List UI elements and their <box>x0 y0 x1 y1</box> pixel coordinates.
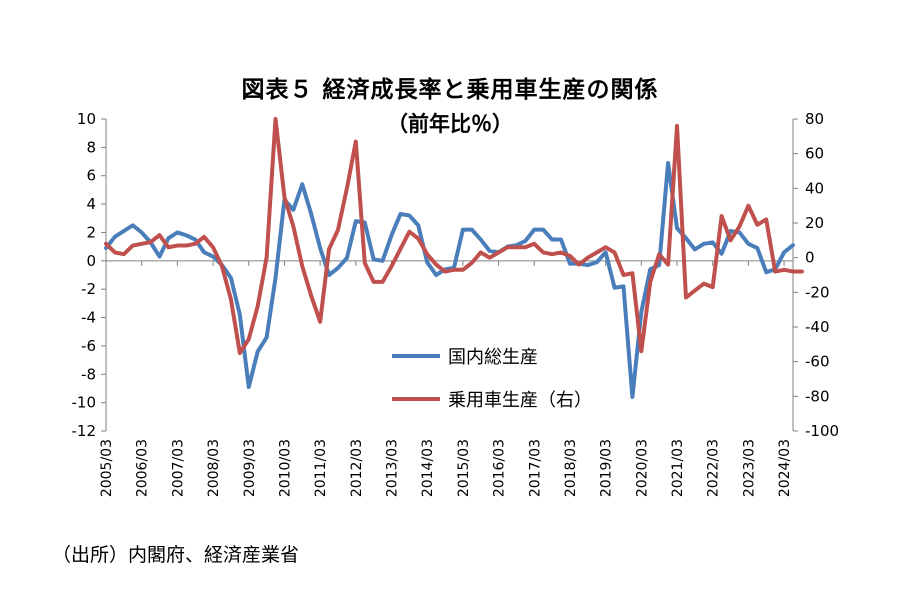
left-tick-label: 2 <box>86 223 96 241</box>
x-tick-label: 2022/03 <box>706 439 722 497</box>
chart-subtitle: （前年比％） <box>387 112 513 136</box>
x-tick-label: 2016/03 <box>492 439 508 497</box>
x-tick-label: 2024/03 <box>777 439 793 497</box>
right-tick-label: 0 <box>805 249 815 267</box>
x-tick-label: 2006/03 <box>135 439 151 497</box>
x-tick-label: 2005/03 <box>99 439 115 497</box>
x-tick-label: 2010/03 <box>277 439 293 497</box>
left-tick-label: 10 <box>77 110 96 128</box>
legend-label-car-production: 乗用車生産（右） <box>448 390 592 411</box>
left-tick-label: -8 <box>81 365 96 383</box>
right-tick-label: 60 <box>805 145 824 163</box>
x-tick-label: 2023/03 <box>741 439 757 497</box>
x-tick-label: 2009/03 <box>242 439 258 497</box>
x-tick-label: 2019/03 <box>599 439 615 497</box>
chart-title: 図表５ 経済成長率と乗用車生産の関係 <box>241 77 659 103</box>
right-tick-label: 40 <box>805 179 824 197</box>
x-tick-label: 2007/03 <box>170 439 186 497</box>
left-tick-label: -12 <box>72 422 97 440</box>
left-tick-label: -4 <box>81 309 96 327</box>
right-tick-label: -60 <box>805 353 830 371</box>
x-tick-label: 2008/03 <box>206 439 222 497</box>
right-tick-label: -20 <box>805 283 830 301</box>
left-tick-label: -6 <box>81 337 96 355</box>
left-tick-label: 0 <box>86 252 96 270</box>
x-tick-label: 2015/03 <box>456 439 472 497</box>
right-tick-label: 20 <box>805 214 824 232</box>
x-tick-label: 2012/03 <box>349 439 365 497</box>
right-tick-label: -100 <box>805 422 839 440</box>
x-tick-label: 2021/03 <box>670 439 686 497</box>
left-tick-label: 8 <box>86 138 96 156</box>
source-note: （出所）内閣府、経済産業省 <box>52 544 300 566</box>
x-tick-label: 2014/03 <box>420 439 436 497</box>
right-tick-label: -40 <box>805 318 830 336</box>
right-tick-label: 80 <box>805 110 824 128</box>
left-tick-label: 4 <box>86 195 96 213</box>
left-tick-label: 6 <box>86 167 96 185</box>
left-tick-label: -10 <box>72 394 97 412</box>
x-tick-label: 2013/03 <box>385 439 401 497</box>
x-tick-label: 2020/03 <box>634 439 650 497</box>
left-tick-label: -2 <box>81 280 96 298</box>
x-tick-label: 2018/03 <box>563 439 579 497</box>
right-tick-label: -80 <box>805 387 830 405</box>
series-line-car-production <box>104 117 804 355</box>
x-tick-label: 2017/03 <box>527 439 543 497</box>
x-tick-label: 2011/03 <box>313 439 329 497</box>
legend-label-gdp: 国内総生産 <box>448 347 538 368</box>
